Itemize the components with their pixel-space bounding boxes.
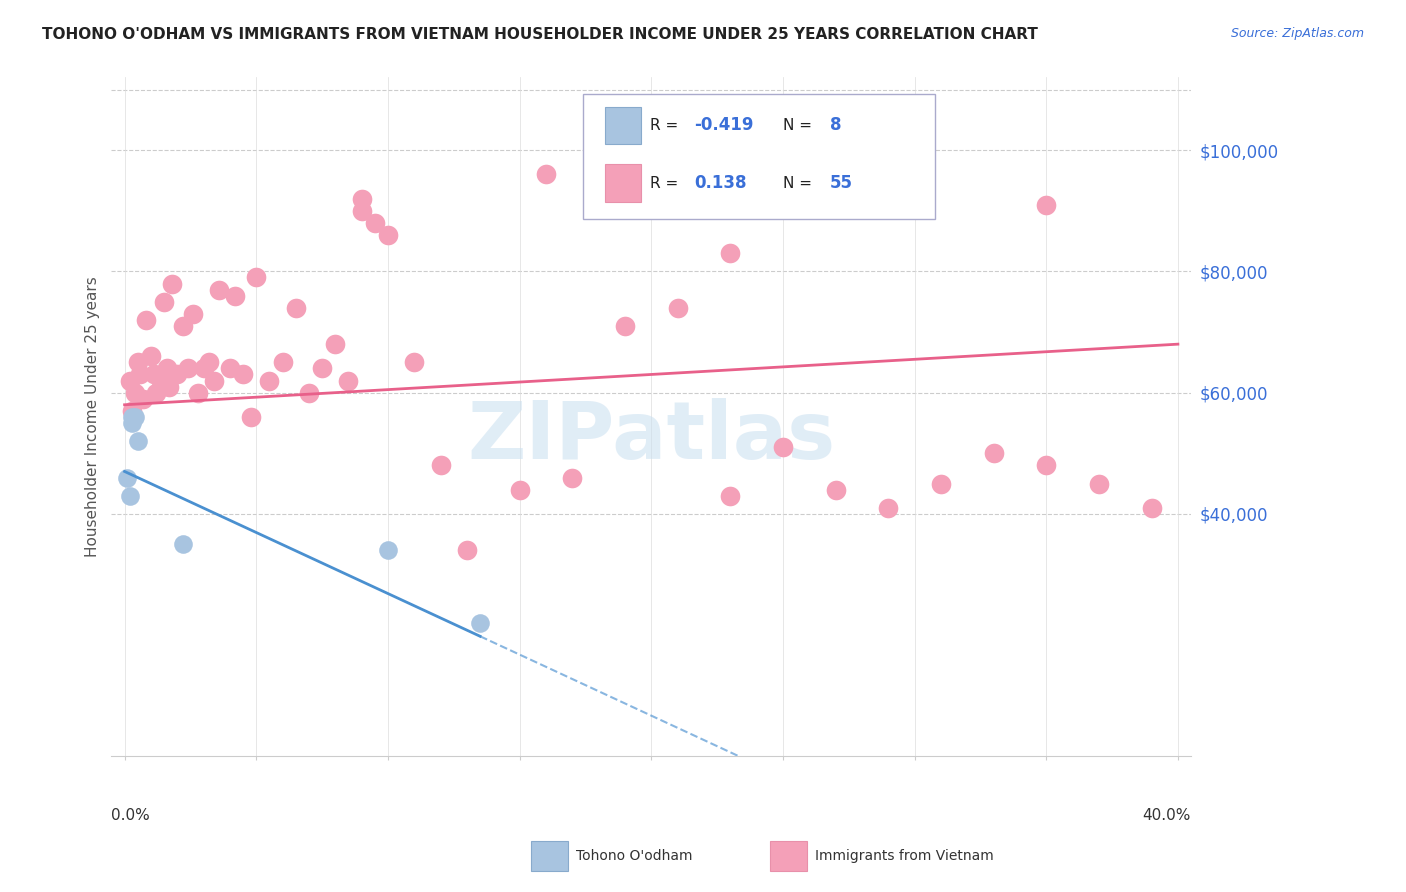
Point (157, 379, 180, 393)
Point (271, 355, 294, 369)
Point (509, 483, 531, 497)
Text: 40.0%: 40.0% (1143, 808, 1191, 823)
Point (124, 385, 146, 400)
Y-axis label: Householder Income Under 25 years: Householder Income Under 25 years (86, 277, 100, 558)
Point (232, 368, 254, 382)
Point (311, 361, 333, 376)
Point (187, 385, 209, 400)
Point (166, 368, 188, 382)
Point (245, 270, 267, 285)
Point (666, 301, 689, 315)
Point (118, 374, 141, 388)
Point (1140, 500, 1163, 515)
Point (323, 337, 346, 351)
Point (198, 355, 221, 369)
Point (153, 294, 176, 309)
Point (929, 476, 952, 491)
Text: N =: N = (783, 176, 817, 191)
Point (193, 361, 215, 376)
Point (259, 374, 281, 388)
Text: 8: 8 (830, 116, 841, 134)
Point (177, 361, 200, 376)
Text: -0.419: -0.419 (695, 116, 754, 134)
Text: TOHONO O'ODHAM VS IMMIGRANTS FROM VIETNAM HOUSEHOLDER INCOME UNDER 25 YEARS CORR: TOHONO O'ODHAM VS IMMIGRANTS FROM VIETNA… (42, 27, 1038, 42)
Point (613, 318, 636, 333)
Point (145, 385, 167, 400)
Point (142, 368, 165, 382)
Point (718, 489, 741, 503)
Point (156, 361, 179, 376)
Point (127, 434, 149, 449)
Point (121, 409, 143, 424)
Point (298, 385, 321, 400)
Point (150, 374, 173, 388)
Point (429, 458, 451, 473)
Point (877, 500, 900, 515)
Point (718, 246, 741, 260)
Point (377, 543, 399, 558)
Point (208, 283, 231, 297)
Text: 0.0%: 0.0% (111, 808, 150, 823)
Point (121, 404, 143, 418)
Point (1088, 476, 1111, 491)
Text: Tohono O'odham: Tohono O'odham (576, 849, 693, 863)
Point (468, 615, 491, 630)
Point (364, 216, 387, 230)
Point (172, 318, 194, 333)
Point (377, 228, 399, 243)
Text: R =: R = (650, 176, 683, 191)
Point (127, 355, 149, 369)
Point (135, 313, 157, 327)
Point (284, 301, 307, 315)
Point (118, 489, 141, 503)
Point (824, 483, 846, 497)
Point (1035, 198, 1057, 212)
Point (561, 470, 583, 484)
Point (240, 409, 263, 424)
Point (350, 192, 373, 206)
Point (121, 416, 143, 430)
Point (129, 368, 152, 382)
Point (219, 361, 242, 376)
Point (337, 374, 360, 388)
Text: 0.138: 0.138 (695, 174, 747, 192)
Point (456, 543, 478, 558)
Point (534, 168, 557, 182)
Point (132, 392, 155, 406)
Point (124, 409, 146, 424)
Text: 55: 55 (830, 174, 852, 192)
Point (160, 277, 183, 291)
Point (181, 307, 204, 321)
Text: N =: N = (783, 118, 817, 133)
Point (224, 288, 246, 302)
Point (1035, 458, 1057, 473)
Point (983, 446, 1005, 460)
Text: Immigrants from Vietnam: Immigrants from Vietnam (815, 849, 994, 863)
Point (202, 374, 225, 388)
Text: R =: R = (650, 118, 683, 133)
Point (350, 203, 373, 218)
Point (115, 470, 138, 484)
Point (139, 349, 162, 363)
Point (172, 537, 194, 551)
Text: Source: ZipAtlas.com: Source: ZipAtlas.com (1230, 27, 1364, 40)
Text: ZIPatlas: ZIPatlas (467, 398, 835, 476)
Point (772, 440, 794, 454)
Point (404, 355, 426, 369)
